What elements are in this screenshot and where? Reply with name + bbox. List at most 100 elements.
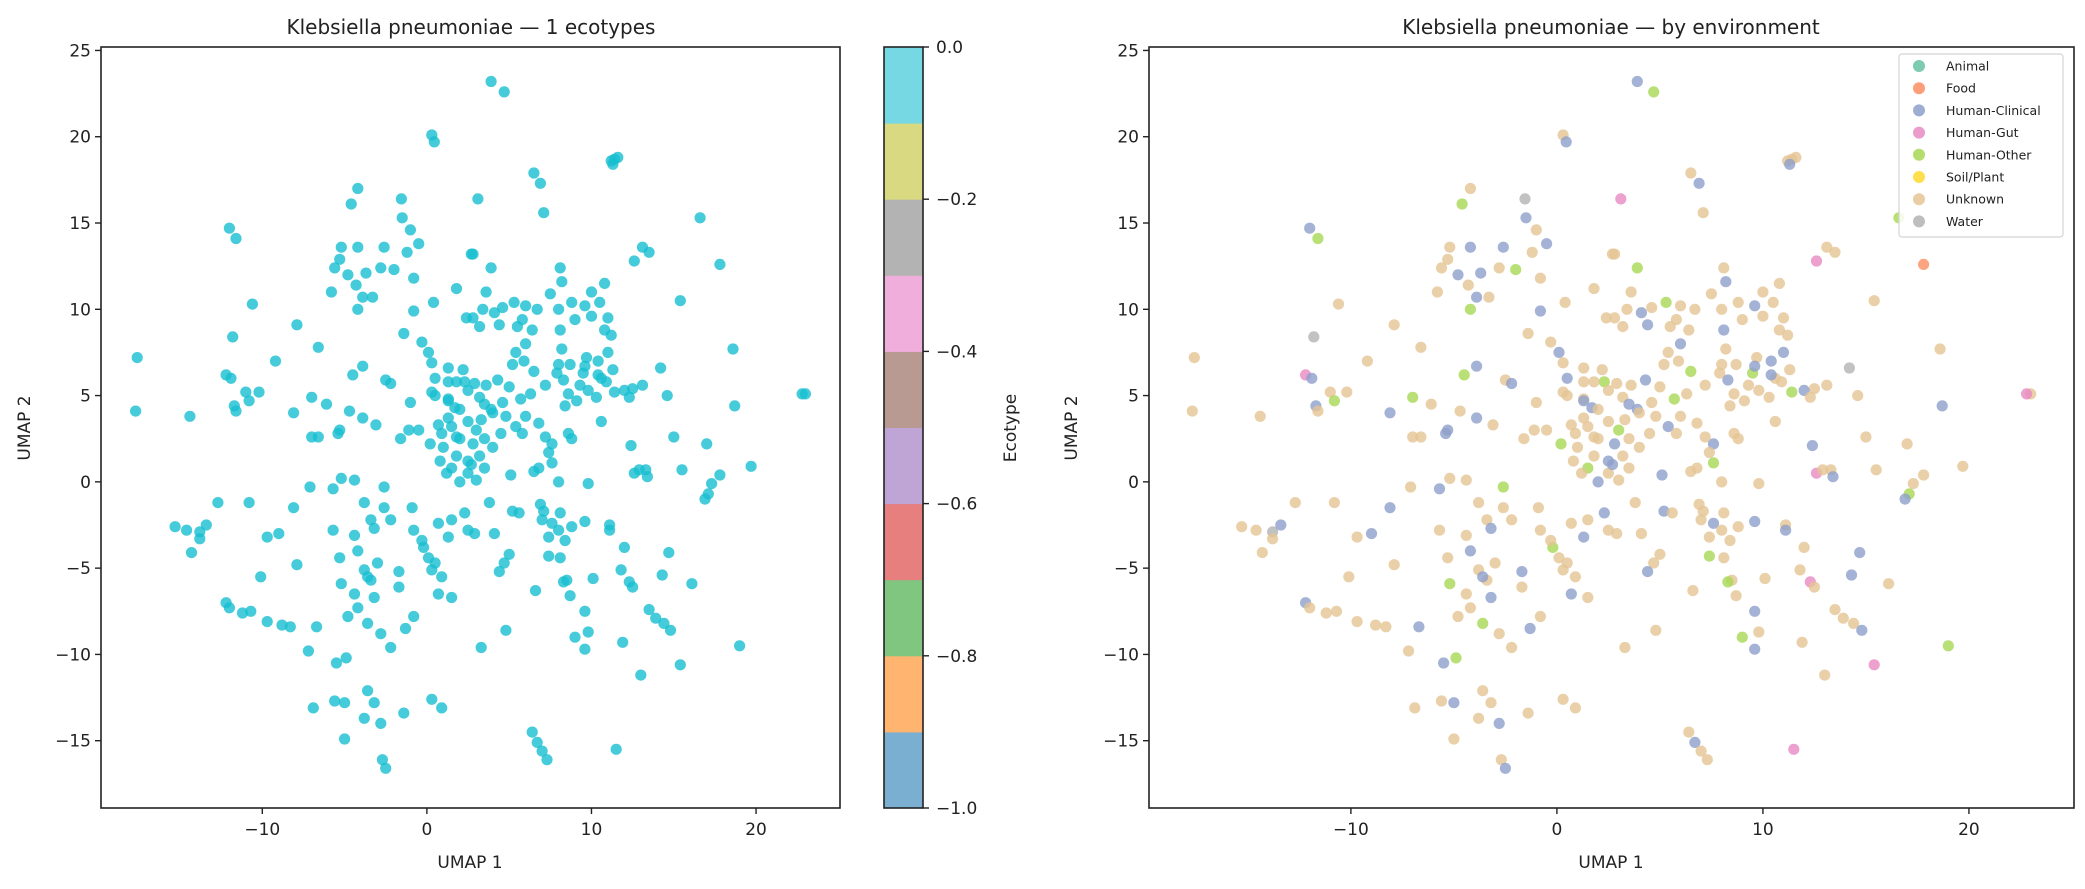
scatter-point (1561, 372, 1573, 384)
scatter-point (1588, 450, 1600, 462)
scatter-point (528, 465, 540, 478)
scatter-point (348, 529, 361, 542)
scatter-point (465, 459, 477, 471)
scatter-point (714, 469, 726, 481)
scatter-point (1769, 415, 1781, 428)
scatter-point (480, 379, 492, 391)
scatter-point (1691, 417, 1703, 429)
scatter-point (350, 279, 362, 291)
scatter-point (796, 388, 808, 400)
scatter-point (393, 581, 405, 593)
scatter-point (1541, 238, 1553, 250)
scatter-point (493, 319, 505, 331)
scatter-point (554, 552, 566, 564)
scatter-point (1312, 232, 1324, 245)
scatter-point (1464, 182, 1476, 195)
scatter-point (579, 300, 591, 312)
scatter-point (395, 193, 407, 205)
scatter-point (472, 193, 484, 205)
scatter-point (566, 296, 578, 308)
legend-label: Human-Other (1946, 147, 2032, 162)
left-scatter-points (130, 75, 812, 774)
colorbar-tick-label: −0.4 (936, 342, 977, 362)
scatter-point (487, 407, 499, 419)
scatter-point (1788, 743, 1800, 755)
scatter-point (1497, 241, 1509, 253)
scatter-point (1701, 754, 1713, 766)
legend-box (1898, 53, 2064, 238)
legend-marker (1913, 193, 1925, 206)
scatter-point (1545, 336, 1557, 348)
scatter-point (1642, 566, 1654, 578)
scatter-point (686, 578, 698, 590)
scatter-point (1560, 136, 1572, 148)
colorbar-segment (884, 47, 923, 124)
scatter-point (1784, 158, 1796, 170)
scatter-point (574, 379, 586, 391)
scatter-point (450, 450, 463, 462)
scatter-point (493, 566, 505, 578)
scatter-point (498, 557, 510, 569)
scatter-point (1289, 497, 1301, 509)
scatter-point (1732, 296, 1744, 308)
scatter-point (429, 372, 441, 384)
scatter-point (352, 303, 364, 315)
scatter-point (339, 697, 351, 709)
scatter-point (185, 547, 198, 559)
scatter-point (1716, 476, 1728, 488)
scatter-point (450, 283, 463, 295)
scatter-point (1773, 324, 1785, 336)
scatter-point (1569, 571, 1581, 583)
scatter-point (1557, 693, 1569, 705)
y-tick-label: 10 (69, 300, 91, 320)
scatter-point (1567, 455, 1579, 467)
scatter-point (408, 524, 420, 536)
scatter-point (1304, 602, 1316, 614)
scatter-point (371, 557, 384, 569)
scatter-point (269, 355, 282, 367)
colorbar-ticks: 0.0 −0.2 −0.4 −0.6 −0.8 −1.0 (923, 38, 977, 819)
scatter-point (1639, 374, 1652, 386)
scatter-point (1553, 346, 1565, 358)
scatter-point (541, 754, 553, 766)
scatter-point (569, 314, 581, 326)
scatter-point (243, 395, 255, 407)
scatter-point (582, 626, 594, 638)
scatter-point (1685, 167, 1697, 179)
scatter-point (1588, 376, 1600, 388)
scatter-point (553, 358, 565, 371)
scatter-point (1670, 427, 1682, 440)
scatter-point (284, 621, 296, 633)
scatter-point (602, 312, 614, 324)
scatter-point (656, 569, 668, 581)
scatter-point (432, 517, 444, 529)
scatter-point (401, 246, 413, 258)
scatter-point (1683, 726, 1695, 738)
scatter-point (1732, 433, 1744, 445)
scatter-point (599, 324, 611, 336)
scatter-point (131, 352, 143, 364)
legend-marker (1913, 215, 1925, 228)
scatter-point (200, 519, 212, 531)
scatter-point (635, 669, 647, 681)
scatter-point (579, 605, 591, 617)
scatter-point (1435, 695, 1448, 707)
scatter-point (347, 369, 359, 381)
scatter-point (610, 743, 622, 755)
scatter-point (533, 417, 545, 429)
scatter-point (358, 497, 370, 509)
scatter-point (495, 427, 507, 440)
scatter-point (291, 559, 303, 571)
scatter-point (1619, 641, 1631, 654)
scatter-point (1361, 355, 1373, 367)
scatter-point (1635, 528, 1647, 540)
scatter-point (1473, 497, 1485, 509)
scatter-point (531, 303, 543, 315)
scatter-point (429, 390, 441, 402)
scatter-point (1718, 262, 1730, 274)
legend-items: Animal Food Human-Clinical Human-Gut Human-O… (1913, 59, 2041, 229)
scatter-point (1384, 407, 1396, 419)
scatter-point (1631, 75, 1643, 88)
scatter-point (1477, 685, 1489, 697)
scatter-point (1592, 476, 1604, 488)
